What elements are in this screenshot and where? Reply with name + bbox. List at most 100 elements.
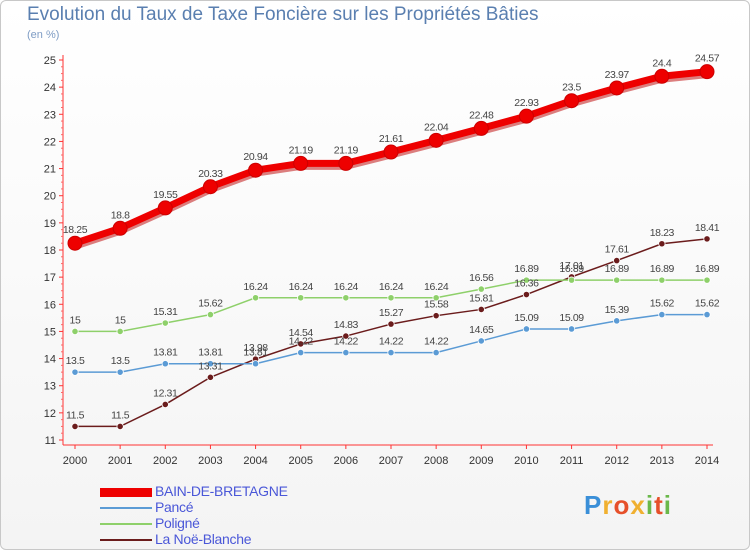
data-point <box>338 155 354 171</box>
legend-label: Poligné <box>155 515 200 531</box>
data-label: 14.22 <box>289 336 314 348</box>
data-point <box>342 348 350 357</box>
data-label: 15 <box>115 314 126 326</box>
data-label: 16.89 <box>695 263 720 275</box>
y-tick-label: 23 <box>44 109 56 121</box>
data-point <box>206 310 215 319</box>
data-label: 16.36 <box>514 278 539 290</box>
x-tick-label: 2009 <box>469 455 493 467</box>
x-tick-label: 2011 <box>560 455 584 467</box>
data-label: 18.23 <box>650 227 675 239</box>
data-label: 19.55 <box>153 189 178 201</box>
data-label: 11.5 <box>111 409 130 421</box>
data-label: 20.33 <box>198 168 223 180</box>
legend-swatch <box>100 487 152 497</box>
data-point <box>609 80 625 96</box>
x-tick-label: 2012 <box>604 455 628 467</box>
data-label: 22.04 <box>424 121 449 133</box>
data-label: 14.22 <box>424 336 449 348</box>
data-label: 15.62 <box>650 298 675 310</box>
data-point <box>699 64 715 80</box>
data-label: 14.22 <box>334 336 359 348</box>
data-point <box>248 162 264 178</box>
x-tick-label: 2002 <box>153 455 177 467</box>
y-axis-unit: (en %) <box>27 29 60 41</box>
data-label: 15.81 <box>469 292 494 304</box>
data-label: 16.89 <box>559 263 584 275</box>
data-point <box>658 310 666 319</box>
y-tick-label: 13 <box>44 381 56 393</box>
data-label: 14.65 <box>469 324 494 336</box>
data-label: 22.93 <box>514 97 539 109</box>
legend-label: Pancé <box>155 499 194 515</box>
data-label: 16.24 <box>424 281 449 293</box>
data-label: 18.8 <box>111 209 130 221</box>
data-point <box>432 348 440 357</box>
data-label: 16.89 <box>605 263 630 275</box>
data-point <box>251 294 260 302</box>
data-label: 16.56 <box>469 272 494 284</box>
data-point <box>161 319 169 327</box>
data-label: 21.19 <box>289 144 314 156</box>
x-tick-label: 2008 <box>424 455 448 467</box>
x-tick-label: 2014 <box>695 455 719 467</box>
y-tick-label: 21 <box>44 164 56 176</box>
data-label: 15.31 <box>153 306 178 318</box>
data-point <box>206 360 215 368</box>
data-label: 13.81 <box>243 347 268 359</box>
y-tick-label: 24 <box>44 82 56 94</box>
data-point <box>613 276 621 284</box>
data-point <box>567 325 576 333</box>
data-point <box>161 360 169 368</box>
data-label: 23.5 <box>562 82 581 94</box>
data-point <box>428 132 444 148</box>
data-point <box>473 120 489 136</box>
data-label: 24.4 <box>652 57 671 69</box>
data-label: 22.48 <box>469 109 494 121</box>
data-point <box>342 332 350 340</box>
data-point <box>703 235 711 243</box>
data-label: 15.09 <box>514 312 539 324</box>
data-point <box>522 290 531 299</box>
data-point <box>161 400 169 409</box>
data-point <box>522 276 531 284</box>
data-label: 16.24 <box>334 281 359 293</box>
data-point <box>387 294 395 302</box>
data-point <box>206 373 215 381</box>
data-point <box>518 108 534 124</box>
x-tick-label: 2010 <box>514 455 538 467</box>
chart-title: Evolution du Taux de Taxe Foncière sur l… <box>27 4 539 25</box>
data-label: 21.61 <box>379 133 404 145</box>
data-point <box>432 312 440 320</box>
y-tick-label: 12 <box>44 408 56 420</box>
data-label: 18.25 <box>63 224 88 236</box>
data-point <box>116 327 124 336</box>
data-label: 21.19 <box>334 144 359 156</box>
proxiti-logo: Proxiti <box>584 490 672 520</box>
data-label: 15.09 <box>559 312 584 324</box>
data-point <box>387 348 395 357</box>
data-point <box>387 320 395 328</box>
x-tick-label: 2005 <box>288 455 312 467</box>
data-label: 15.39 <box>605 304 630 316</box>
data-point <box>71 422 79 431</box>
data-point <box>703 310 711 319</box>
x-tick-label: 2003 <box>198 455 222 467</box>
data-label: 16.89 <box>514 263 539 275</box>
data-label: 13.5 <box>66 355 85 367</box>
x-tick-label: 2000 <box>63 455 87 467</box>
y-tick-label: 22 <box>44 136 56 148</box>
y-tick-label: 11 <box>45 435 56 447</box>
data-point <box>202 179 218 195</box>
data-point <box>654 68 670 84</box>
x-tick-label: 2001 <box>108 455 132 467</box>
data-label: 18.41 <box>695 222 720 234</box>
legend-label: La Noë-Blanche <box>155 531 252 547</box>
data-label: 13.98 <box>243 342 268 354</box>
data-label: 12.31 <box>153 387 178 399</box>
data-point <box>297 348 305 357</box>
data-label: 17.01 <box>559 260 584 272</box>
data-label: 16.89 <box>650 263 675 275</box>
data-point <box>477 337 485 345</box>
